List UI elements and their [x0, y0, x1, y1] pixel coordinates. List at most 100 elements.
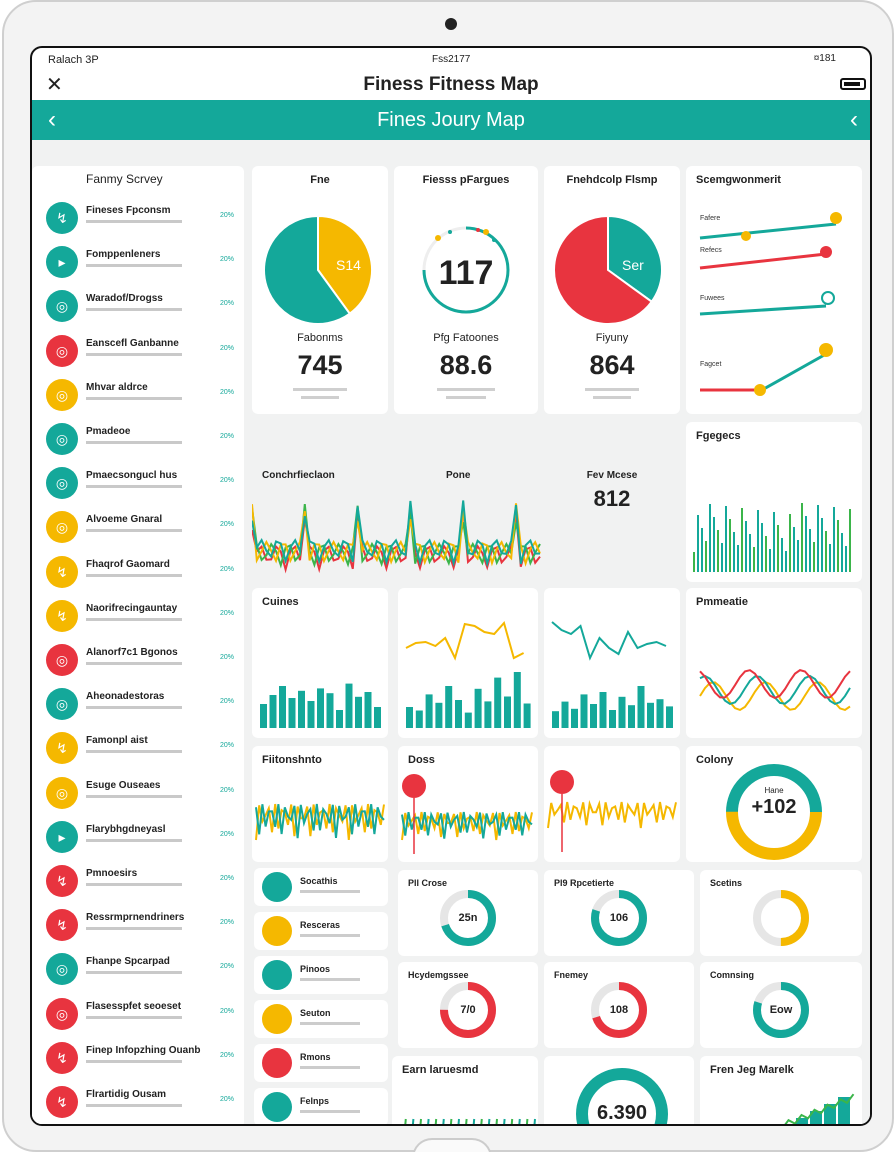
bar: [599, 692, 607, 728]
gauge-card[interactable]: Pl9 Rpcetierte 106: [544, 870, 694, 956]
mini-item-label: Felnps: [300, 1096, 330, 1106]
sidebar-item-icon: ◎: [46, 290, 78, 323]
sidebar-item[interactable]: ◎ Alanorf7c1 Bgonos 20%: [32, 640, 244, 684]
card-bottom-bars[interactable]: Earn laruesmd: [392, 1056, 538, 1124]
sidebar-item[interactable]: ▸ Fomppenleners 20%: [32, 242, 244, 286]
sidebar-item[interactable]: ◎ Mhvar aldrce 20%: [32, 375, 244, 419]
mini-item-line: [300, 1110, 360, 1113]
sidebar-item[interactable]: ◎ Alvoeme Gnaral 20%: [32, 507, 244, 551]
app-title: Finess Fitness Map: [363, 74, 539, 95]
card-fne[interactable]: Fne S14 Fabonms 745: [252, 166, 388, 414]
card-title: Doss: [408, 754, 435, 766]
status-center: Fss2177: [432, 54, 471, 65]
sidebar-item-label: Waradof/Drogss: [86, 293, 163, 305]
card-colony[interactable]: Colony +102 Hane: [686, 746, 862, 862]
forward-icon[interactable]: ‹: [850, 106, 858, 133]
card-wave-2[interactable]: Doss: [398, 746, 538, 862]
gauge-card[interactable]: Fnemey 108: [544, 962, 694, 1048]
wave-chart: [252, 500, 541, 574]
mini-list-item[interactable]: Resceras: [254, 912, 388, 950]
sidebar-item-label: Aheonadestoras: [86, 691, 165, 703]
sidebar-item-label: Mhvar aldrce: [86, 381, 148, 393]
card-wave-3[interactable]: [544, 746, 680, 862]
home-button[interactable]: [412, 1138, 492, 1152]
sidebar-item[interactable]: ◎ Pmaecsongucl hus 20%: [32, 463, 244, 507]
mini-list-item[interactable]: Pinoos: [254, 956, 388, 994]
gauge-card[interactable]: Scetins: [700, 870, 862, 956]
card-segments[interactable]: Scemgwonmerit Fafere Refecs Fuwees Fagce…: [686, 166, 862, 414]
bar: [336, 710, 343, 728]
sidebar-item[interactable]: ↯ Ressrmprnendriners 20%: [32, 905, 244, 949]
spike: [518, 1118, 521, 1124]
sidebar-item[interactable]: ◎ Pmadeoe 20%: [32, 419, 244, 463]
sidebar-item[interactable]: ◎ Waradof/Drogss 20%: [32, 286, 244, 330]
sidebar-item-count: 20%: [219, 388, 234, 396]
sidebar-item[interactable]: ◎ Fhanpe Spcarpad 20%: [32, 949, 244, 993]
pie-center-label: Ser: [622, 257, 644, 273]
bar: [307, 701, 315, 728]
mini-list-item[interactable]: Rmons: [254, 1044, 388, 1082]
mini-item-line: [300, 1066, 360, 1069]
bar: [494, 677, 502, 728]
sidebar-item[interactable]: ◎ Flasesspfet seoeset 20%: [32, 994, 244, 1038]
wave-series: [255, 803, 385, 841]
mini-list-item[interactable]: Felnps: [254, 1088, 388, 1124]
sidebar-item-count: 20%: [219, 1096, 234, 1103]
mini-item-icon: [262, 1092, 292, 1122]
close-icon[interactable]: ✕: [46, 74, 63, 96]
mini-item-label: Seuton: [300, 1008, 331, 1018]
area-bar: [810, 1111, 822, 1124]
card-bottom-area[interactable]: Fren Jeg Marelk: [700, 1056, 862, 1124]
mini-list-item[interactable]: Seuton: [254, 1000, 388, 1038]
card-map[interactable]: Fnehdcolp Flsmp Ser Fiyuny 864: [544, 166, 680, 414]
bar: [415, 710, 423, 728]
gauge-card[interactable]: Comnsing Eow: [700, 962, 862, 1048]
row-label: Fuwees: [700, 295, 725, 302]
sidebar-item[interactable]: ◎ Aheonadestoras 20%: [32, 684, 244, 728]
sidebar-item[interactable]: ↯ Famonpl aist 20%: [32, 728, 244, 772]
sidebar-item-subline: [86, 573, 182, 577]
sidebar-item[interactable]: ↯ Flrartidig Ousam 20%: [32, 1082, 244, 1124]
sidebar-item-count: 20%: [219, 830, 234, 838]
card-lines-right[interactable]: Pmmeatie: [686, 588, 862, 738]
mini-item-icon: [262, 916, 292, 946]
sidebar-item[interactable]: ↯ Finep Infopzhing Ouanb 20%: [32, 1038, 244, 1082]
sidebar-item-count: 20%: [219, 919, 234, 927]
card-wave-1[interactable]: Fiitonshnto: [252, 746, 388, 862]
bar: [326, 693, 334, 728]
sidebar-item[interactable]: ↯ Naorifrecingauntay 20%: [32, 596, 244, 640]
mini-item-line: [300, 1022, 360, 1025]
sidebar-item[interactable]: ◎ Esuge Ouseaes 20%: [32, 773, 244, 817]
sidebar-item-subline: [86, 662, 182, 665]
bar: [561, 701, 569, 728]
mini-list-item[interactable]: Socathis: [254, 868, 388, 906]
card-bottom-gauge[interactable]: 6.390: [544, 1056, 694, 1124]
sidebar-item[interactable]: ↯ Fhaqrof Gaomard 20%: [32, 552, 244, 596]
wave-series: [255, 803, 385, 839]
sidebar-item-label: Pmnoesirs: [86, 868, 138, 879]
sidebar-item[interactable]: ↯ Pmnoesirs 20%: [32, 861, 244, 905]
gauge-card[interactable]: Pll Crose 25n: [398, 870, 538, 956]
card-bars-3[interactable]: [544, 588, 680, 738]
card-title: Hcydemgssee: [408, 970, 469, 980]
sidebar-item[interactable]: ↯ Fineses Fpconsm 20%: [32, 198, 244, 242]
spike: [434, 1118, 438, 1124]
sidebar-item-subline: [86, 750, 182, 754]
multi-spike-chart: [404, 1118, 536, 1124]
spike: [472, 1118, 476, 1124]
card-bars-right[interactable]: Fgegecs: [686, 422, 862, 582]
stat-caption-line: [437, 388, 495, 391]
sidebar-item[interactable]: ◎ Eanscefl Ganbanne 20%: [32, 331, 244, 375]
stat-caption-line: [592, 396, 632, 399]
back-icon[interactable]: ‹: [48, 106, 56, 133]
sidebar-item-subline: [86, 971, 182, 975]
card-progress[interactable]: Fiesss pFargues 117 Pfg Fatoones 88.6: [394, 166, 538, 414]
sidebar-item-icon: ↯: [46, 909, 78, 942]
sidebar-item[interactable]: ▸ Flarybhgdneyasl 20%: [32, 817, 244, 861]
gauge-card[interactable]: Hcydemgssee 7/0: [398, 962, 538, 1048]
card-bars-2[interactable]: [398, 588, 538, 738]
sidebar-item-icon: ◎: [46, 378, 78, 411]
bar: [374, 707, 381, 728]
sidebar-item-subline: [86, 396, 182, 400]
card-bars-1[interactable]: Cuines: [252, 588, 388, 738]
